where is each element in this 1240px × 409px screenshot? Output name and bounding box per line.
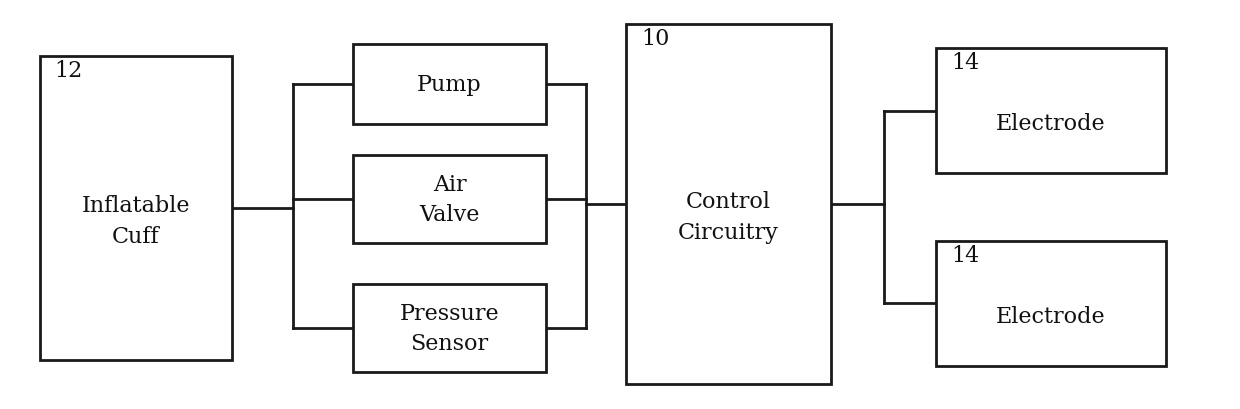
Text: Inflatable
Cuff: Inflatable Cuff [82,195,190,247]
Text: 12: 12 [55,60,83,82]
Text: Pressure
Sensor: Pressure Sensor [399,302,500,355]
FancyBboxPatch shape [353,284,546,372]
FancyBboxPatch shape [626,25,831,384]
FancyBboxPatch shape [40,57,232,360]
Text: Electrode: Electrode [996,113,1106,135]
FancyBboxPatch shape [353,45,546,125]
FancyBboxPatch shape [353,155,546,243]
FancyBboxPatch shape [936,241,1166,366]
Text: 14: 14 [951,52,980,74]
FancyBboxPatch shape [936,49,1166,174]
Text: Electrode: Electrode [996,305,1106,327]
Text: Air
Valve: Air Valve [419,173,480,226]
Text: 14: 14 [951,244,980,266]
Text: Pump: Pump [417,74,482,96]
Text: Control
Circuitry: Control Circuitry [678,191,779,243]
Text: 10: 10 [641,27,670,49]
